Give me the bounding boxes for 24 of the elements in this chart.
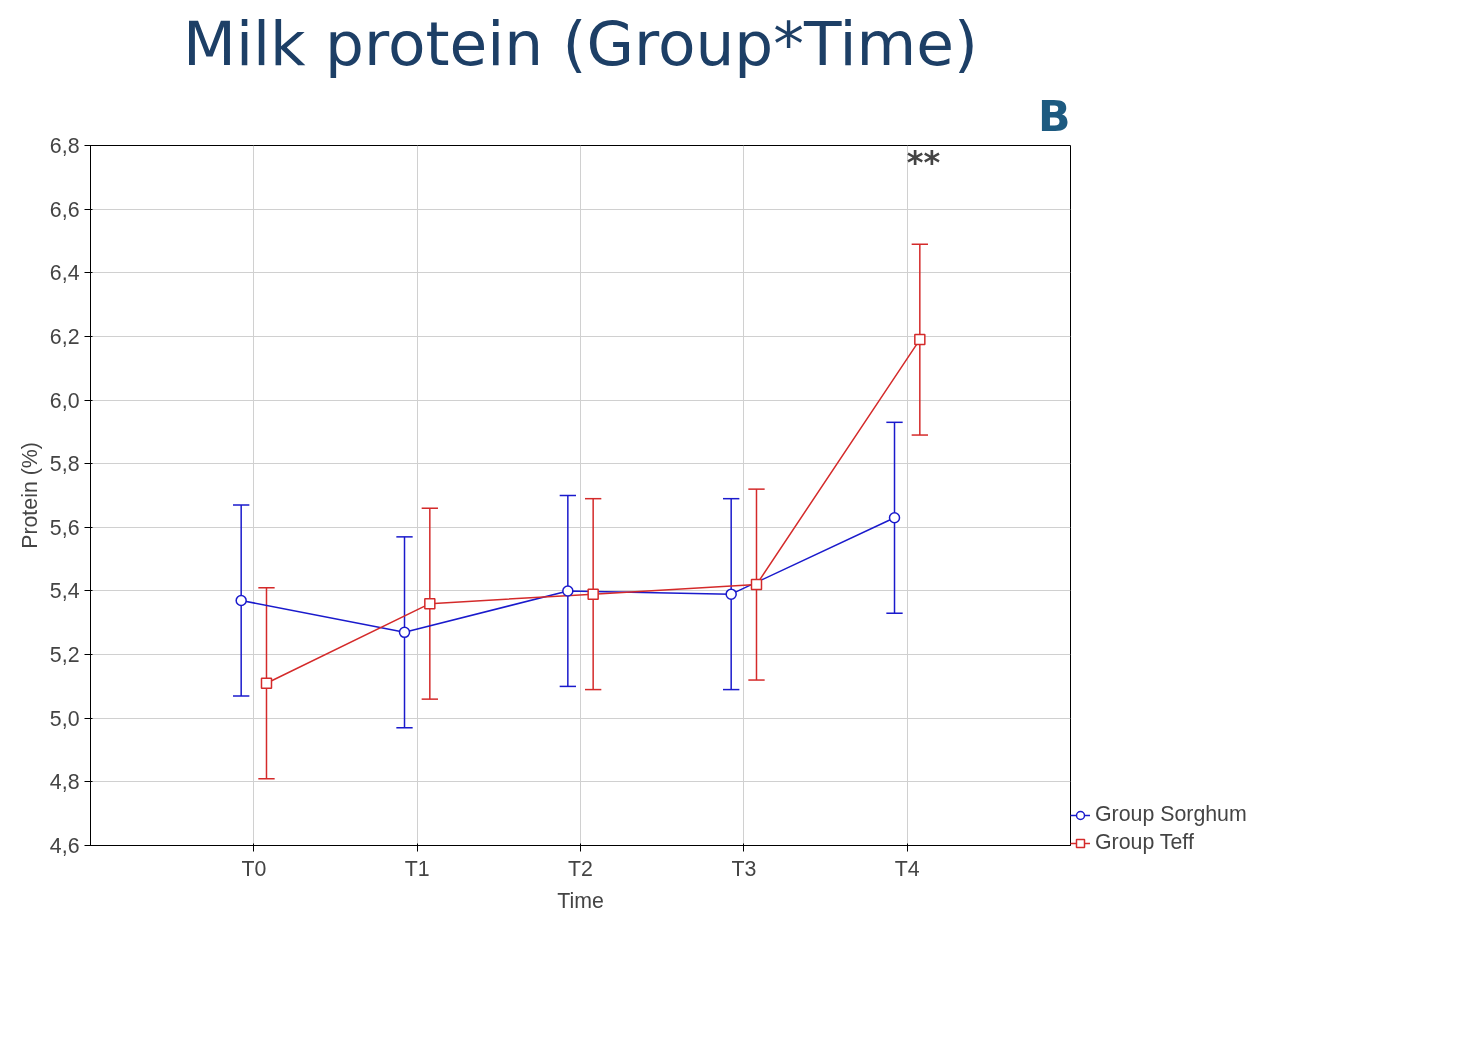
x-tick-label: T1 <box>404 856 430 881</box>
legend-label: Group Teff <box>1095 830 1195 855</box>
annotation: ** <box>906 142 941 181</box>
y-tick-label: 4,6 <box>49 834 80 858</box>
y-tick-label: 5,0 <box>49 706 80 731</box>
y-tick-label: 5,6 <box>49 515 80 540</box>
y-tick-label: 6,6 <box>49 197 80 222</box>
x-tick-label: T2 <box>568 856 593 881</box>
y-tick-label: 5,4 <box>49 579 80 604</box>
y-tick-label: 5,2 <box>49 643 80 668</box>
y-tick-label: 6,0 <box>49 388 80 413</box>
y-tick-label: 5,8 <box>49 452 80 477</box>
y-axis-title: Protein (%) <box>17 442 42 549</box>
x-tick-label: T3 <box>731 856 757 881</box>
x-tick-label: T0 <box>241 856 267 881</box>
chart-title: Milk protein (Group*Time) <box>183 7 978 79</box>
y-tick-label: 6,4 <box>49 261 80 286</box>
legend-label: Group Sorghum <box>1095 802 1247 827</box>
y-tick-label: 4,8 <box>49 770 80 795</box>
x-axis-title: Time <box>557 888 604 913</box>
x-tick-label: T4 <box>894 856 920 881</box>
text: B <box>1037 90 1071 141</box>
y-tick-label: 6,8 <box>49 134 80 158</box>
y-tick-label: 6,2 <box>49 324 80 349</box>
